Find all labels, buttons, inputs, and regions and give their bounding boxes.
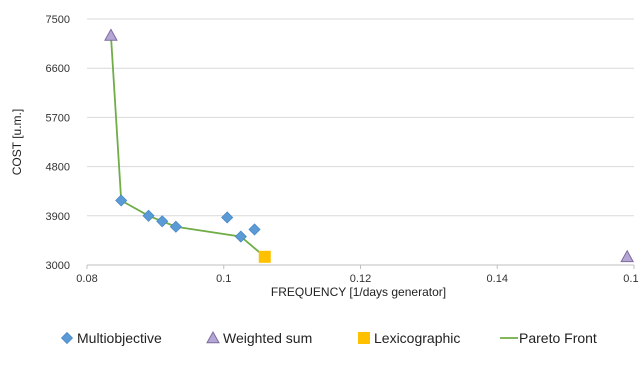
series-layer [104, 28, 635, 263]
x-tick-labels: 0.08 0.1 0.12 0.14 0.16 [76, 273, 639, 285]
legend-label-multiobjective: Multiobjective [77, 330, 162, 346]
multiobjective-point [156, 215, 169, 228]
legend-label-lexicographic: Lexicographic [374, 330, 460, 346]
x-axis-title: FREQUENCY [1/days generator] [271, 285, 446, 299]
lexicographic-point [258, 250, 271, 263]
weighted-sum-point [104, 28, 118, 41]
legend-label-weighted-sum: Weighted sum [223, 330, 312, 346]
legend: Multiobjective Weighted sum Lexicographic P… [60, 330, 597, 346]
multiobjective-point [115, 194, 128, 207]
multiobjective-point [169, 220, 182, 233]
y-tick-label: 4800 [46, 162, 70, 174]
multiobjective-point [234, 230, 247, 243]
axes [86, 264, 635, 269]
y-tick-label: 3000 [46, 260, 70, 272]
y-axis-title: COST [u.m.] [10, 109, 24, 175]
weighted-sum-point [620, 249, 635, 263]
x-tick-label: 0.16 [623, 273, 639, 285]
x-tick-label: 0.14 [487, 273, 508, 285]
multiobjective-point [248, 223, 261, 236]
legend-marker-weighted-sum [206, 330, 220, 344]
y-tick-labels: 3000 3900 4800 5700 6600 7500 [46, 14, 70, 272]
legend-marker-lexicographic [358, 332, 370, 344]
legend-marker-multiobjective [60, 331, 74, 345]
x-tick-label: 0.1 [216, 273, 231, 285]
multiobjective-point [142, 209, 155, 222]
gridlines [87, 18, 634, 217]
y-tick-label: 3900 [46, 211, 70, 223]
x-tick-label: 0.08 [76, 273, 97, 285]
y-tick-label: 6600 [46, 63, 70, 75]
x-tick-label: 0.12 [350, 273, 371, 285]
multiobjective-point [221, 211, 234, 224]
y-tick-label: 7500 [46, 14, 70, 26]
legend-label-pareto-front: Pareto Front [519, 330, 597, 346]
y-tick-label: 5700 [46, 112, 70, 124]
